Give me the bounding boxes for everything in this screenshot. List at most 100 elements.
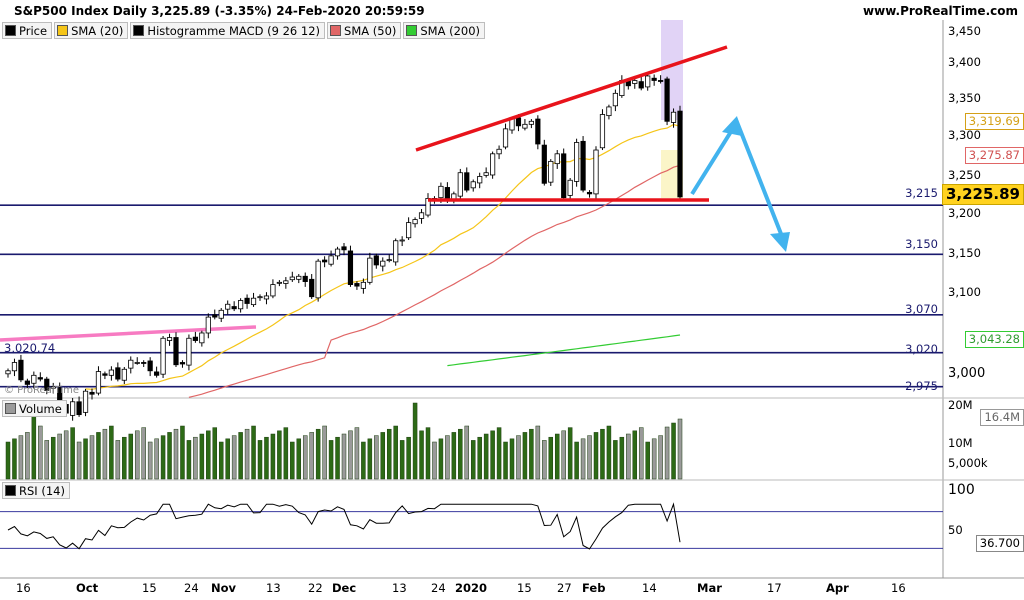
candle-body [315,260,321,299]
candle [606,104,612,120]
legend-sma200[interactable]: SMA (200) [403,22,486,39]
candle-body [82,390,89,413]
candle-body [37,377,43,380]
volume-y-tick: 20M [948,398,973,412]
candle [199,330,205,347]
legend-sma20[interactable]: SMA (20) [54,22,129,39]
candle [128,356,134,374]
volume-bar [638,427,644,480]
sma50-line [188,164,681,398]
candle-body [386,259,392,262]
y-tick: 3,300 [948,128,981,142]
legend-label: SMA (50) [344,23,397,38]
volume-bar [542,440,547,480]
volume-bar [412,402,418,480]
candle [24,378,30,389]
volume-bar [386,428,392,480]
volume-bar [529,428,534,480]
candle [225,300,231,315]
volume-bar [619,436,625,480]
legend-price[interactable]: Price [2,22,53,39]
candle-body [380,260,386,267]
rsi-swatch-icon [5,485,16,496]
candle-body [612,92,618,107]
volume-bar [12,438,17,480]
volume-bar [580,438,586,480]
candle-body [593,149,599,195]
candle [50,382,56,394]
candle-body [108,369,114,376]
candle-body [354,283,360,287]
volume-bar [490,430,495,480]
volume-bar [173,428,179,480]
candle-body [218,309,224,319]
candle [108,366,114,381]
candle-body [561,153,567,199]
candle-body [225,303,231,310]
candle [270,279,276,299]
volume-bar [141,427,146,480]
candle-body [658,80,664,82]
candle-body [31,374,37,384]
legend-label: Price [19,23,48,38]
candle-body [309,278,315,298]
candle-body [154,371,160,376]
volume-bar [63,430,69,480]
candle [425,193,431,218]
candle-body [651,77,657,81]
candle [37,372,43,382]
candle-body [231,306,237,310]
price-swatch-icon [5,25,16,36]
candle-body [186,337,192,366]
candle [121,367,127,385]
wedge-upper-trendline [415,45,728,152]
candle [586,190,593,198]
candle [399,236,405,247]
volume-bar [18,435,24,480]
candle [477,172,483,189]
volume-bar [516,435,521,480]
candle-body [76,401,82,416]
candle-body [121,368,127,381]
candle-body [95,371,102,394]
x-tick: 14 [642,581,657,595]
volume-bar [464,425,470,480]
volume-bar [154,438,159,480]
candle-body [406,222,412,239]
rsi-panel-label[interactable]: RSI (14) [2,482,70,499]
level-label: 3,070 [905,302,938,316]
volume-bar [503,441,508,480]
candle [367,252,373,285]
volume-panel-label[interactable]: Volume [2,400,67,417]
volume-bar [315,428,321,480]
x-tick: 13 [392,581,407,595]
x-tick: 16 [16,581,31,595]
candle-body [554,153,560,165]
candle-body [238,300,244,310]
candle [5,368,11,378]
candle [44,376,50,395]
candle-body [212,314,218,318]
candle-body [535,118,541,145]
legend-sma50[interactable]: SMA (50) [327,22,402,39]
candle-body [606,106,612,117]
candle-body [11,362,18,372]
candle [393,238,399,266]
x-tick: Nov [211,581,237,595]
y-tick: 3,000 [948,366,986,381]
legend-macd[interactable]: Histogramme MACD (9 26 12) [130,22,326,39]
x-tick: 24 [184,581,199,595]
candle [205,313,211,339]
candle [141,360,147,368]
volume-bar [134,430,140,480]
candle-body [638,81,644,89]
volume-bar [57,433,62,480]
volume-bar [574,441,579,480]
candle [334,246,341,260]
volume-bar [5,441,11,480]
rsi-value-tag: 36.700 [975,535,1024,552]
volume-bar [128,433,134,480]
candle-body [490,153,496,176]
site-url[interactable]: www.ProRealTime.com [863,4,1018,18]
